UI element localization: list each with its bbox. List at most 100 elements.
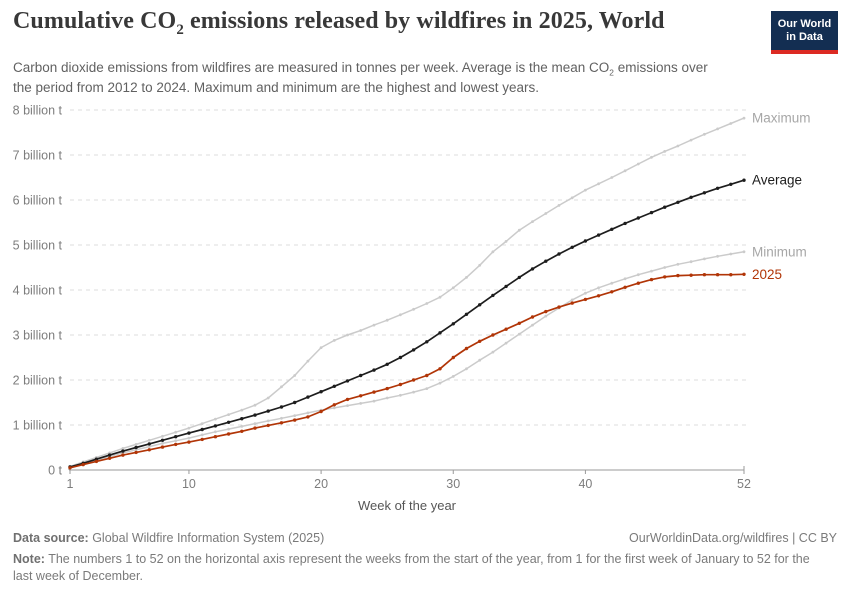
data-point-average: [451, 322, 455, 326]
data-point-minimum: [531, 323, 534, 327]
y-tick-label: 3 billion t: [13, 329, 63, 343]
subtitle-text-post: emissions over the period from 2012 to 2…: [13, 60, 708, 95]
data-point-average: [253, 413, 257, 417]
data-point-minimum: [438, 381, 442, 385]
series-line-2025[interactable]: [69, 273, 745, 469]
data-source-value: Global Wildfire Information System (2025…: [88, 531, 325, 545]
data-point-average: [411, 348, 416, 352]
data-point-average: [293, 400, 297, 405]
data-point-average: [372, 368, 376, 372]
data-point-2025: [279, 421, 284, 425]
data-point-2025: [649, 277, 654, 282]
data-point-2025: [411, 378, 416, 382]
x-tick-label: 40: [578, 477, 592, 491]
data-point-minimum: [729, 252, 733, 256]
data-point-2025: [451, 355, 455, 360]
data-point-average: [200, 427, 204, 432]
data-point-2025: [345, 397, 350, 402]
y-tick-label: 0 t: [48, 464, 62, 478]
owid-logo[interactable]: Our World in Data: [771, 11, 838, 54]
data-point-maximum: [478, 263, 482, 267]
data-point-2025: [94, 459, 99, 464]
data-point-maximum: [280, 385, 283, 389]
x-axis-title: Week of the year: [358, 498, 457, 513]
data-point-maximum: [584, 188, 587, 192]
data-point-minimum: [399, 393, 402, 397]
data-point-2025: [359, 394, 363, 398]
x-tick-label: 1: [67, 477, 74, 491]
owid-url-link[interactable]: OurWorldinData.org/wildfires | CC BY: [629, 531, 837, 545]
data-point-minimum: [465, 367, 468, 371]
data-point-average: [715, 186, 720, 190]
data-point-maximum: [597, 182, 600, 186]
data-point-2025: [385, 386, 389, 391]
data-point-maximum: [663, 150, 667, 153]
data-point-minimum: [689, 260, 693, 264]
data-point-maximum: [306, 359, 310, 363]
data-point-maximum: [372, 323, 376, 327]
data-point-average: [226, 420, 231, 424]
data-point-maximum: [134, 443, 138, 446]
data-point-maximum: [319, 346, 323, 349]
data-point-average: [306, 395, 310, 399]
data-point-average: [121, 449, 125, 453]
data-point-maximum: [121, 447, 125, 450]
data-point-maximum: [412, 307, 415, 311]
data-point-minimum: [742, 250, 746, 254]
data-point-2025: [147, 448, 151, 452]
data-point-minimum: [544, 314, 548, 318]
subtitle-text: Carbon dioxide emissions from wildfires …: [13, 60, 610, 75]
series-label-2025[interactable]: 2025: [752, 267, 782, 282]
data-point-2025: [742, 272, 746, 276]
chart-note: Note: The numbers 1 to 52 on the horizon…: [13, 551, 818, 585]
data-point-minimum: [174, 439, 178, 443]
data-point-minimum: [372, 399, 376, 403]
data-point-2025: [517, 321, 521, 325]
series-label-minimum[interactable]: Minimum: [752, 244, 807, 259]
data-point-average: [187, 431, 191, 435]
data-point-average: [385, 362, 389, 366]
y-tick-label: 8 billion t: [13, 104, 63, 118]
data-point-average: [742, 178, 746, 182]
series-label-average[interactable]: Average: [752, 173, 802, 188]
y-tick-label: 1 billion t: [13, 419, 63, 433]
data-point-2025: [332, 403, 336, 407]
data-point-maximum: [650, 155, 653, 159]
data-point-average: [478, 303, 482, 307]
series-line-maximum[interactable]: [69, 117, 745, 468]
data-point-2025: [226, 432, 231, 436]
data-point-2025: [134, 450, 138, 455]
data-point-maximum: [623, 169, 627, 173]
emissions-line-chart[interactable]: 0 t 1 billion t 2 billion t 3 billion t 4 bi…: [0, 95, 850, 525]
data-point-maximum: [399, 313, 402, 317]
data-point-2025: [68, 466, 72, 470]
x-tick-label: 20: [314, 477, 328, 491]
series-line-minimum[interactable]: [69, 251, 745, 468]
data-point-maximum: [504, 240, 508, 243]
data-point-maximum: [385, 318, 389, 322]
y-tick-label: 4 billion t: [13, 284, 63, 298]
data-point-average: [689, 195, 693, 199]
data-point-minimum: [663, 266, 667, 269]
data-point-maximum: [187, 426, 191, 430]
data-point-2025: [715, 273, 720, 277]
title-subscript: 2: [176, 21, 184, 38]
series-label-maximum[interactable]: Maximum: [752, 111, 811, 126]
data-point-maximum: [676, 144, 680, 148]
data-point-minimum: [584, 291, 587, 295]
data-point-maximum: [266, 396, 270, 400]
data-point-2025: [689, 273, 693, 277]
data-point-average: [359, 373, 363, 378]
data-point-minimum: [214, 430, 217, 434]
x-tick-label: 30: [446, 477, 460, 491]
data-point-maximum: [214, 417, 217, 421]
data-point-minimum: [266, 419, 270, 423]
data-point-2025: [530, 315, 535, 319]
data-point-average: [504, 284, 508, 289]
series-line-average[interactable]: [69, 179, 745, 468]
data-point-minimum: [716, 254, 719, 258]
data-point-2025: [596, 294, 601, 298]
footer-source-row: Data source: Global Wildfire Information…: [13, 531, 837, 545]
data-point-maximum: [531, 220, 534, 223]
